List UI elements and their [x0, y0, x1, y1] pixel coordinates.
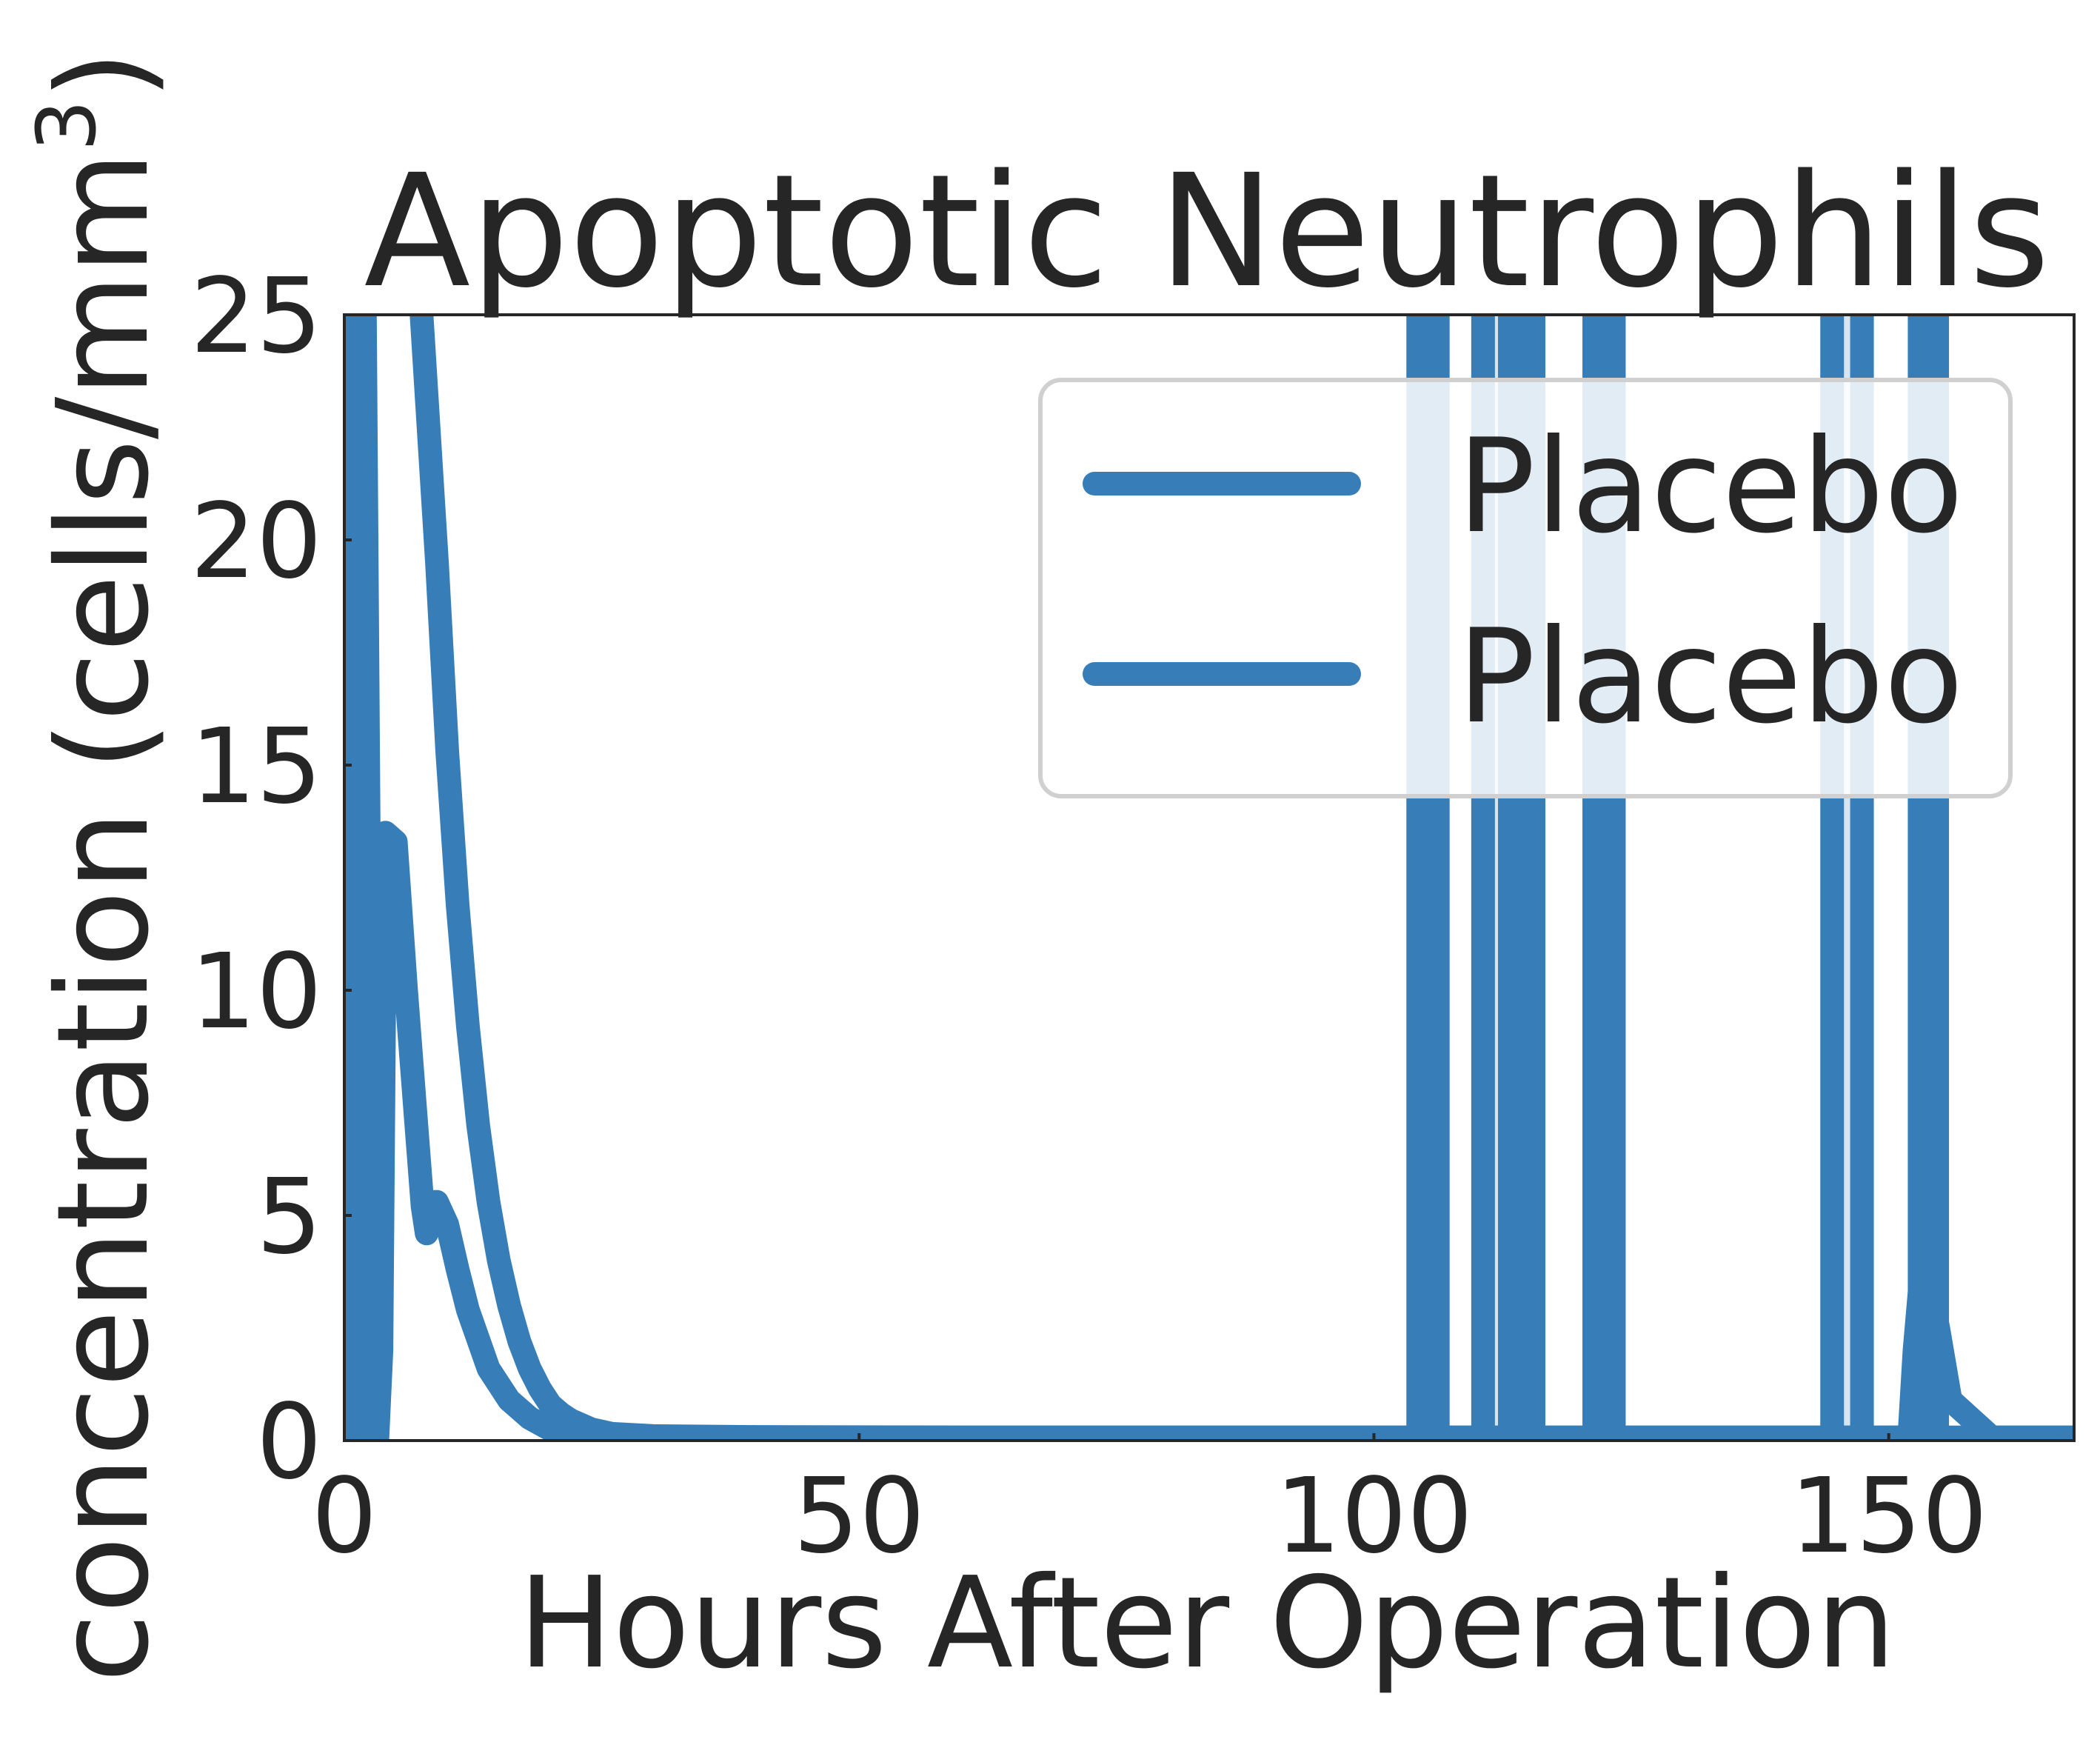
y-axis-label: concentration (cells/mm3): [19, 50, 177, 1683]
y-tick-label-5: 5: [256, 1157, 322, 1278]
chart-title: Apoptotic Neutrophils: [364, 141, 2050, 322]
y-axis-label-superscript: 3: [19, 100, 114, 152]
y-tick-label-10: 10: [190, 932, 322, 1052]
series-line-placebo-2: [409, 315, 2074, 1441]
y-tick-label-25: 25: [190, 256, 322, 377]
x-tick-label-150: 150: [1790, 1456, 1987, 1577]
y-axis-label-close: ): [30, 50, 177, 99]
axis-ticks: 0 50 100 150 0 5 10 15 20 25: [190, 256, 1987, 1577]
legend: Placebo Placebo: [1038, 378, 2013, 798]
x-axis-label: Hours After Operation: [518, 1550, 1896, 1697]
legend-label-placebo-1: Placebo: [1457, 412, 1963, 562]
x-tick-label-100: 100: [1275, 1456, 1473, 1577]
y-tick-label-0: 0: [256, 1382, 322, 1503]
y-axis-label-main: concentration (cells/mm: [30, 152, 177, 1683]
svg-text:concentration (cells/mm3): concentration (cells/mm3): [19, 50, 177, 1683]
x-tick-label-50: 50: [793, 1456, 925, 1577]
y-tick-label-15: 15: [190, 707, 322, 827]
plot-frame: [343, 313, 2076, 1442]
x-tick-label-0: 0: [311, 1456, 377, 1577]
legend-label-placebo-2: Placebo: [1457, 602, 1963, 753]
y-tick-label-20: 20: [190, 481, 322, 602]
